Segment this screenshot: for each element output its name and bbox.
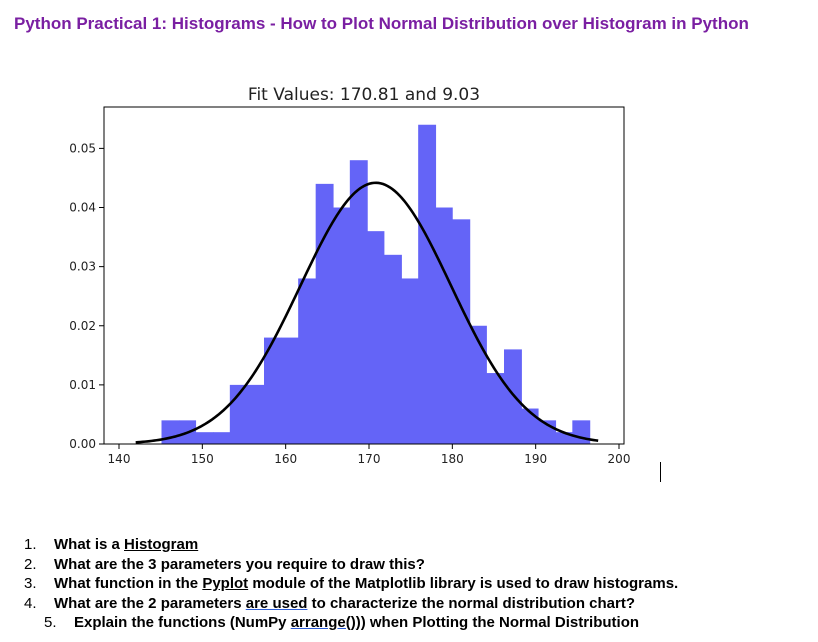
underlined-term: Pyplot [202,575,249,592]
question-list: 1. What is a Histogram 2. What are the 3 p… [24,535,804,633]
question-number: 2. [24,555,37,573]
question-text: What is a Histogram [54,536,199,553]
underlined-term: are used [245,594,308,612]
question-item: 5. Explain the functions (NumPy arrange()… [24,613,804,633]
question-number: 4. [24,594,37,612]
x-tick-label: 180 [441,452,464,466]
histogram-bar [469,325,487,444]
histogram-bar [298,278,317,444]
question-number: 3. [24,575,37,592]
x-tick-label: 160 [274,452,297,466]
histogram-bar [521,408,539,444]
x-tick-label: 150 [191,452,214,466]
y-tick-label: 0.04 [69,201,96,215]
histogram-bar [195,432,214,444]
y-tick-label: 0.05 [69,141,96,155]
y-axis-ticks: 0.00 0.01 0.02 0.03 0.04 0.05 [69,141,104,451]
y-tick-label: 0.02 [69,319,96,333]
question-text: What function in the Pyplot module of th… [54,575,679,592]
question-text: Explain the functions (NumPy arrange()))… [74,614,640,631]
histogram-bar [213,432,231,444]
normal-fit-curve [135,181,599,444]
histogram-bar [247,384,265,444]
histogram-bar [504,349,522,444]
underlined-term: Histogram [124,536,199,553]
histogram-bar [401,278,419,444]
histogram-bar [435,207,453,444]
x-tick-label: 190 [524,452,547,466]
underlined-term: arrange() [290,614,356,631]
x-tick-label: 140 [108,452,131,466]
x-tick-label: 200 [608,452,631,466]
document-title: Python Practical 1: Histograms - How to … [14,14,749,33]
y-tick-label: 0.03 [69,260,96,274]
histogram-bar [384,254,402,444]
text-cursor [660,462,661,482]
x-tick-label: 170 [358,452,381,466]
question-item: 2. What are the 3 parameters you require … [24,555,804,575]
chart-title: Fit Values: 170.81 and 9.03 [248,85,480,105]
histogram-bars [161,124,591,445]
histogram-bar [315,183,334,445]
histogram-bar [264,337,282,444]
histogram-bar [281,337,299,444]
question-item: 3. What function in the Pyplot module of … [24,574,804,594]
histogram-bar [367,231,385,444]
histogram-svg: 140 150 160 170 180 190 200 0.000.010.020.030.… [69,85,631,466]
histogram-bar [333,207,351,444]
question-item: 1. What is a Histogram [24,535,804,555]
y-tick-label: 0.01 [69,378,96,392]
histogram-bar [452,219,471,444]
question-text: What are the 2 parameters are used to ch… [54,594,636,612]
histogram-bar [418,124,437,445]
y-tick-label: 0.00 [69,437,96,451]
histogram-bar [555,432,573,444]
histogram-bar [349,160,368,444]
question-number: 5. [44,614,57,631]
question-number: 1. [24,536,37,553]
question-text: What are the 3 parameters you require to… [54,555,425,573]
histogram-bar [161,420,180,444]
histogram-bar [572,420,591,444]
plot-frame [103,106,625,445]
question-item: 4. What are the 2 parameters are used to … [24,594,804,614]
histogram-chart: 140 150 160 170 180 190 200 0.00 0.01 0.02 0.03 0.… [0,70,818,490]
histogram-bar [486,373,505,444]
x-axis-ticks: 140 150 160 170 180 190 200 [108,444,631,466]
